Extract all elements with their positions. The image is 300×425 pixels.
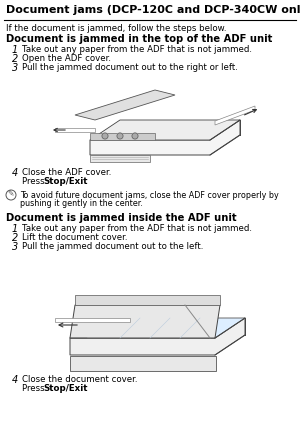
Text: Document jams (DCP-120C and DCP-340CW only): Document jams (DCP-120C and DCP-340CW on…	[6, 5, 300, 15]
Text: To avoid future document jams, close the ADF cover properly by: To avoid future document jams, close the…	[20, 191, 279, 200]
Text: Open the ADF cover.: Open the ADF cover.	[22, 54, 111, 63]
Text: Take out any paper from the ADF that is not jammed.: Take out any paper from the ADF that is …	[22, 224, 252, 233]
Text: 2: 2	[12, 233, 18, 243]
Text: 1: 1	[12, 224, 18, 234]
Text: 2: 2	[12, 54, 18, 64]
Text: 1: 1	[12, 45, 18, 55]
Text: Take out any paper from the ADF that is not jammed.: Take out any paper from the ADF that is …	[22, 45, 252, 54]
Polygon shape	[70, 305, 220, 338]
Polygon shape	[75, 90, 175, 120]
Polygon shape	[55, 128, 95, 132]
Polygon shape	[75, 295, 220, 305]
Text: 3: 3	[12, 63, 18, 73]
Text: Document is jammed in the top of the ADF unit: Document is jammed in the top of the ADF…	[6, 34, 272, 44]
Text: .: .	[79, 384, 82, 393]
Polygon shape	[90, 120, 240, 140]
Text: Stop/Exit: Stop/Exit	[43, 177, 88, 186]
Text: ✎: ✎	[8, 190, 14, 198]
Text: Pull the jammed document out to the left.: Pull the jammed document out to the left…	[22, 242, 203, 251]
Text: If the document is jammed, follow the steps below.: If the document is jammed, follow the st…	[6, 24, 226, 33]
Polygon shape	[90, 155, 150, 162]
Text: Press: Press	[22, 177, 47, 186]
Polygon shape	[70, 318, 245, 338]
Polygon shape	[70, 318, 245, 355]
Text: 4: 4	[12, 168, 18, 178]
Circle shape	[117, 133, 123, 139]
Text: 3: 3	[12, 242, 18, 252]
Polygon shape	[90, 120, 240, 155]
Text: Close the document cover.: Close the document cover.	[22, 375, 137, 384]
Text: pushing it gently in the center.: pushing it gently in the center.	[20, 199, 143, 208]
FancyBboxPatch shape	[70, 355, 215, 371]
Text: Stop/Exit: Stop/Exit	[43, 384, 88, 393]
Polygon shape	[215, 106, 255, 125]
Text: .: .	[79, 177, 82, 186]
Circle shape	[132, 133, 138, 139]
Text: Close the ADF cover.: Close the ADF cover.	[22, 168, 111, 177]
Text: Pull the jammed document out to the right or left.: Pull the jammed document out to the righ…	[22, 63, 238, 72]
Polygon shape	[90, 133, 155, 140]
Text: Lift the document cover.: Lift the document cover.	[22, 233, 128, 242]
Text: Press: Press	[22, 384, 47, 393]
Polygon shape	[55, 318, 130, 322]
Circle shape	[102, 133, 108, 139]
Text: Document is jammed inside the ADF unit: Document is jammed inside the ADF unit	[6, 213, 237, 223]
Text: 4: 4	[12, 375, 18, 385]
